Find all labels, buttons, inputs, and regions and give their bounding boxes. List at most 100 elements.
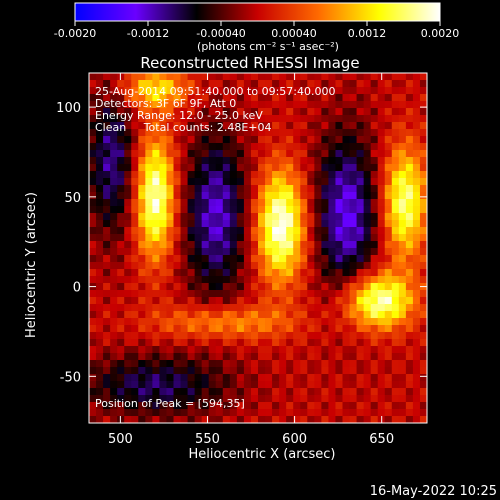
- heatmap-cell: [391, 360, 400, 368]
- heatmap-cell: [229, 101, 238, 109]
- heatmap-cell: [335, 255, 343, 263]
- heatmap-cell: [110, 227, 118, 235]
- heatmap-cell: [272, 178, 280, 186]
- heatmap-cell: [194, 143, 203, 151]
- heatmap-cell: [391, 143, 400, 151]
- heatmap-cell: [89, 199, 97, 207]
- heatmap-cell: [110, 290, 118, 298]
- heatmap-cell: [124, 220, 132, 228]
- heatmap-cell: [356, 234, 365, 242]
- heatmap-cell: [377, 346, 386, 354]
- heatmap-cell: [229, 255, 238, 263]
- heatmap-cell: [152, 220, 160, 228]
- heatmap-cell: [335, 325, 343, 333]
- heatmap-cell: [117, 94, 125, 102]
- heatmap-cell: [321, 136, 329, 144]
- heatmap-cell: [258, 297, 266, 305]
- heatmap-cell: [89, 339, 97, 347]
- heatmap-cell: [391, 157, 400, 165]
- heatmap-cell: [173, 122, 181, 130]
- heatmap-cell: [412, 325, 421, 333]
- heatmap-cell: [286, 220, 294, 228]
- heatmap-cell: [342, 311, 350, 319]
- y-tick-label: -50: [60, 370, 81, 385]
- heatmap-cell: [194, 339, 203, 347]
- heatmap-cell: [208, 108, 217, 116]
- heatmap-cell: [222, 122, 231, 130]
- heatmap-cell: [250, 381, 259, 389]
- heatmap-cell: [103, 318, 111, 326]
- heatmap-cell: [166, 332, 174, 340]
- heatmap-cell: [187, 80, 196, 88]
- heatmap-cell: [328, 416, 336, 424]
- heatmap-cell: [321, 94, 329, 102]
- heatmap-cell: [208, 388, 217, 396]
- heatmap-cell: [194, 80, 203, 88]
- heatmap-cell: [124, 255, 132, 263]
- heatmap-cell: [201, 115, 210, 123]
- heatmap-cell: [96, 255, 104, 263]
- heatmap-cell: [173, 94, 181, 102]
- heatmap-cell: [110, 192, 118, 200]
- heatmap-cell: [307, 213, 315, 221]
- heatmap-cell: [187, 262, 196, 270]
- heatmap-cell: [89, 241, 97, 249]
- heatmap-cell: [335, 311, 343, 319]
- heatmap-cell: [412, 318, 421, 326]
- heatmap-cell: [328, 332, 336, 340]
- heatmap-cell: [265, 339, 273, 347]
- heatmap-cell: [384, 381, 393, 389]
- heatmap-cell: [328, 101, 336, 109]
- heatmap-cell: [384, 339, 393, 347]
- heatmap-cell: [272, 108, 280, 116]
- heatmap-cell: [391, 227, 400, 235]
- heatmap-cell: [180, 304, 188, 312]
- heatmap-cell: [321, 276, 329, 284]
- heatmap-cell: [117, 115, 125, 123]
- heatmap-cell: [293, 255, 301, 263]
- heatmap-cell: [335, 262, 343, 270]
- heatmap-cell: [419, 150, 428, 158]
- heatmap-cell: [138, 87, 146, 95]
- heatmap-cell: [286, 304, 294, 312]
- heatmap-cell: [384, 388, 393, 396]
- heatmap-cell: [180, 346, 188, 354]
- heatmap-cell: [180, 192, 188, 200]
- heatmap-cell: [363, 185, 372, 193]
- heatmap-cell: [307, 108, 315, 116]
- heatmap-cell: [173, 185, 181, 193]
- heatmap-cell: [300, 346, 308, 354]
- heatmap-cell: [215, 108, 224, 116]
- heatmap-cell: [300, 416, 308, 424]
- heatmap-cell: [222, 304, 231, 312]
- heatmap-cell: [307, 206, 315, 214]
- heatmap-cell: [377, 220, 386, 228]
- heatmap-cell: [187, 164, 196, 172]
- heatmap-cell: [272, 234, 280, 242]
- heatmap-cell: [215, 185, 224, 193]
- heatmap-cell: [222, 318, 231, 326]
- heatmap-cell: [405, 374, 414, 382]
- heatmap-cell: [152, 367, 160, 375]
- heatmap-cell: [300, 395, 308, 403]
- heatmap-cell: [377, 115, 386, 123]
- heatmap-cell: [279, 416, 287, 424]
- heatmap-cell: [229, 269, 238, 277]
- heatmap-cell: [328, 185, 336, 193]
- heatmap-cell: [307, 374, 315, 382]
- heatmap-cell: [300, 409, 308, 417]
- heatmap-cell: [131, 87, 139, 95]
- heatmap-cell: [117, 220, 125, 228]
- heatmap-cell: [377, 101, 386, 109]
- heatmap-cell: [272, 94, 280, 102]
- heatmap-cell: [236, 157, 245, 165]
- heatmap-cell: [208, 395, 217, 403]
- heatmap-cell: [377, 395, 386, 403]
- heatmap-cell: [279, 269, 287, 277]
- heatmap-cell: [236, 199, 245, 207]
- heatmap-cell: [243, 311, 252, 319]
- heatmap-cell: [229, 206, 238, 214]
- heatmap-cell: [166, 290, 174, 298]
- heatmap-cell: [293, 171, 301, 179]
- heatmap-cell: [215, 171, 224, 179]
